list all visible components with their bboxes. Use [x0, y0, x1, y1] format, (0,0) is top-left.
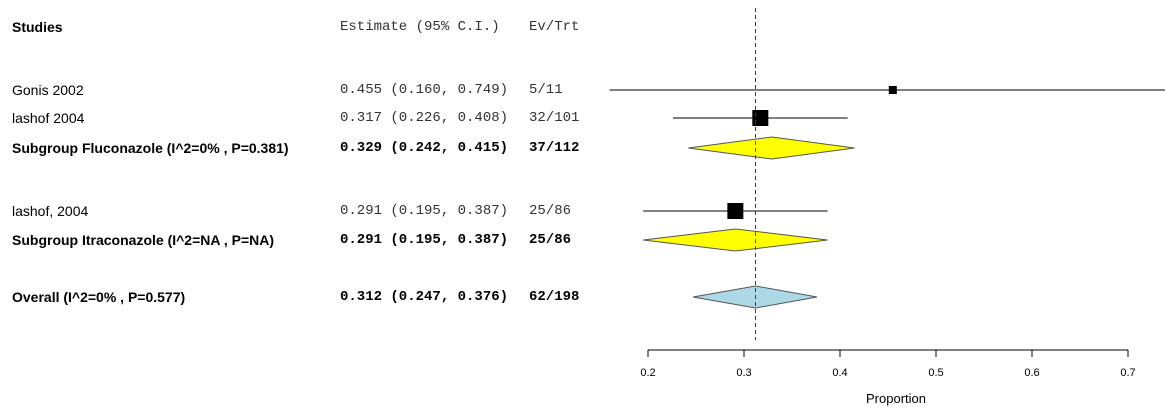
estimate-header: Estimate (95% C.I.) [340, 19, 500, 35]
row-events: 62/198 [529, 289, 580, 305]
studies-header: Studies [12, 19, 63, 35]
point-estimate-square [888, 86, 897, 94]
row-label: Overall (I^2=0% , P=0.577) [12, 289, 186, 305]
row-events: 25/86 [529, 232, 572, 248]
point-estimate-square [727, 203, 744, 219]
row-estimate: 0.291 (0.195, 0.387) [340, 232, 509, 248]
row-label: Subgroup Itraconazole (I^2=NA , P=NA) [12, 232, 275, 248]
subgroup-diamond [688, 136, 855, 160]
x-axis-label: Proportion [866, 391, 926, 406]
x-tick-label: 0.2 [640, 367, 655, 379]
row-label: lashof 2004 [12, 110, 85, 126]
row-estimate: 0.329 (0.242, 0.415) [340, 140, 509, 156]
subgroup-diamond [643, 228, 828, 252]
x-tick-label: 0.6 [1024, 367, 1039, 379]
row-label: Gonis 2002 [12, 82, 84, 98]
row-events: 37/112 [529, 140, 580, 156]
row-estimate: 0.455 (0.160, 0.749) [340, 82, 509, 98]
row-events: 25/86 [529, 203, 572, 219]
x-tick-label: 0.7 [1120, 367, 1135, 379]
row-estimate: 0.312 (0.247, 0.376) [340, 289, 509, 305]
events-header: Ev/Trt [529, 19, 580, 35]
x-tick-label: 0.5 [928, 367, 943, 379]
row-estimate: 0.291 (0.195, 0.387) [340, 203, 509, 219]
row-events: 32/101 [529, 110, 580, 126]
row-label: lashof, 2004 [12, 203, 89, 219]
x-tick-label: 0.3 [736, 367, 751, 379]
row-label: Subgroup Fluconazole (I^2=0% , P=0.381) [12, 140, 289, 156]
point-estimate-square [752, 110, 769, 126]
row-estimate: 0.317 (0.226, 0.408) [340, 110, 509, 126]
x-tick-label: 0.4 [832, 367, 847, 379]
row-events: 5/11 [529, 82, 563, 98]
